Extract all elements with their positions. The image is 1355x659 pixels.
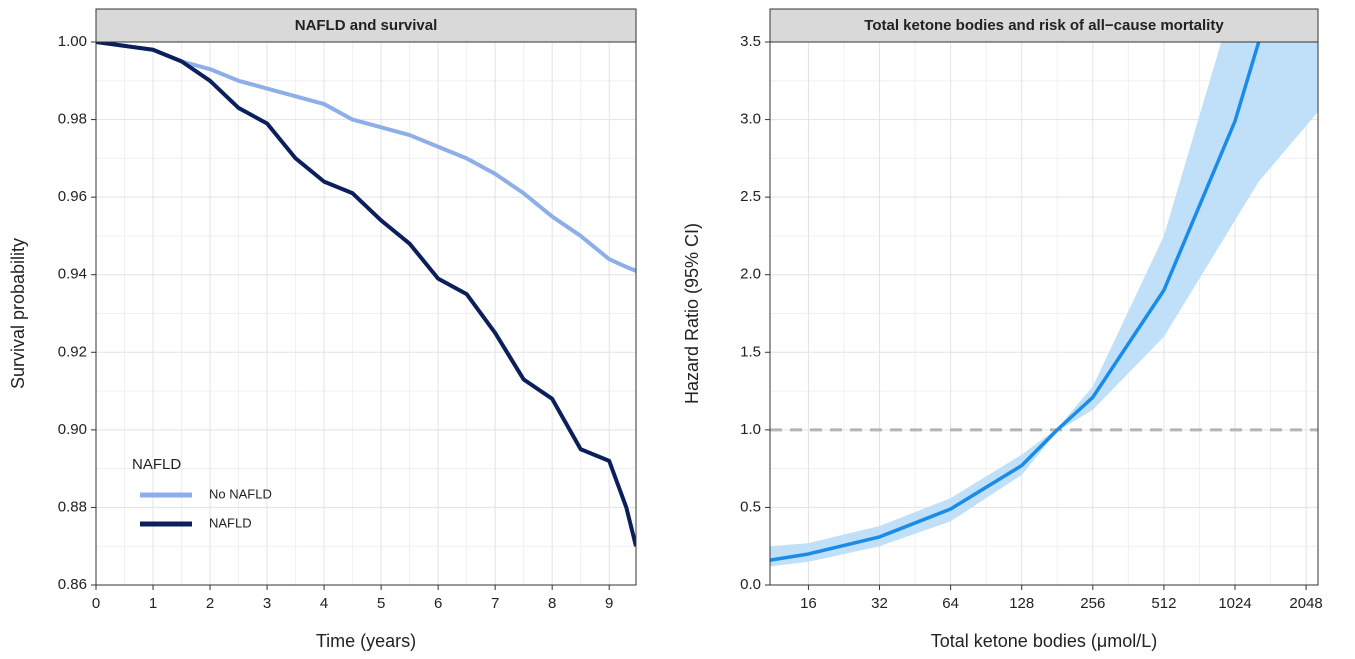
strip [769, 8, 1319, 43]
x-tick-label: 16 [800, 595, 817, 612]
y-tick-label: 2.5 [740, 188, 761, 205]
y-tick-label: 0.88 [58, 498, 87, 515]
x-tick-label: 6 [434, 595, 442, 612]
y-tick-label: 0.86 [58, 576, 87, 593]
y-tick-label: 0.94 [58, 266, 87, 283]
x-tick-label: 1024 [1218, 595, 1251, 612]
x-tick-label: 0 [92, 595, 100, 612]
x-axis-title: Total ketone bodies (μmol/L) [931, 631, 1158, 651]
x-tick-label: 32 [871, 595, 888, 612]
series-line [96, 42, 636, 547]
series-line [96, 42, 636, 273]
y-tick-label: 3.0 [740, 111, 761, 128]
x-tick-label: 5 [377, 595, 385, 612]
x-axis-title: Time (years) [316, 631, 416, 651]
legend-label: No NAFLD [209, 486, 272, 501]
y-tick-label: 1.0 [740, 421, 761, 438]
y-tick-label: 0.98 [58, 111, 87, 128]
legend-title: NAFLD [132, 456, 181, 473]
y-axis-title: Survival probability [8, 238, 28, 389]
y-tick-label: 0.0 [740, 576, 761, 593]
series-line [770, 42, 1261, 562]
x-tick-label: 9 [605, 595, 613, 612]
y-tick-label: 2.0 [740, 266, 761, 283]
x-tick-label: 7 [491, 595, 499, 612]
x-tick-label: 2048 [1289, 595, 1322, 612]
ci-band [770, 42, 1318, 567]
chart-title: NAFLD and survival [295, 17, 438, 34]
y-tick-label: 0.96 [58, 188, 87, 205]
x-tick-label: 3 [263, 595, 271, 612]
x-tick-label: 256 [1080, 595, 1105, 612]
y-tick-label: 1.00 [58, 33, 87, 50]
y-tick-label: 0.90 [58, 421, 87, 438]
x-tick-label: 1 [149, 595, 157, 612]
legend-label: NAFLD [209, 515, 252, 530]
x-tick-label: 64 [942, 595, 959, 612]
y-tick-label: 0.5 [740, 498, 761, 515]
x-tick-label: 4 [320, 595, 328, 612]
x-tick-label: 2 [206, 595, 214, 612]
chart-title: Total ketone bodies and risk of all−caus… [864, 17, 1224, 34]
y-axis-title: Hazard Ratio (95% CI) [682, 223, 702, 404]
y-tick-label: 3.5 [740, 33, 761, 50]
y-tick-label: 0.92 [58, 343, 87, 360]
y-tick-label: 1.5 [740, 343, 761, 360]
x-tick-label: 512 [1151, 595, 1176, 612]
strip [95, 8, 637, 43]
x-tick-label: 8 [548, 595, 556, 612]
x-tick-label: 128 [1009, 595, 1034, 612]
